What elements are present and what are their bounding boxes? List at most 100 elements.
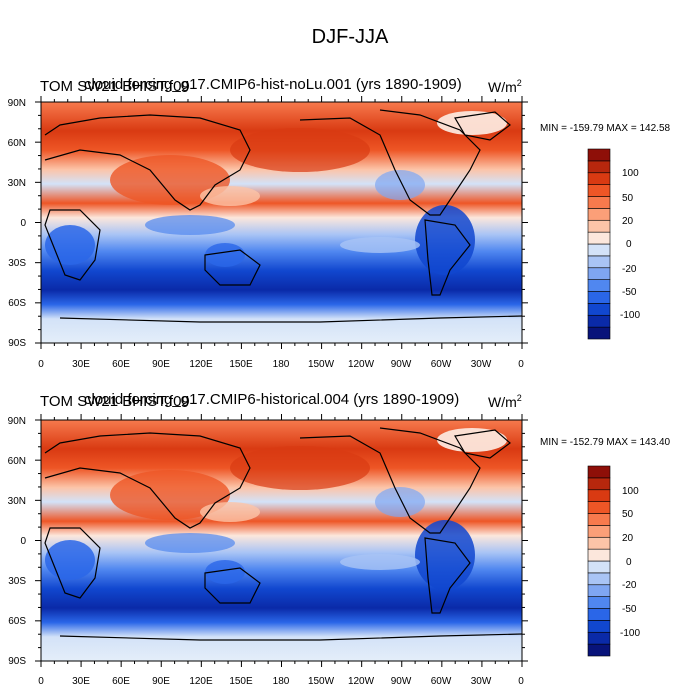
panel-2-colorbar-labels: 100 50 20 0 -20 -50 -100 (620, 486, 640, 639)
panel-1-stats: MIN = -159.79 MAX = 142.58 (540, 123, 671, 134)
colorbar-label: -50 (622, 604, 637, 615)
lon-label: 60E (112, 359, 130, 370)
colorbar-label: 50 (622, 509, 634, 520)
lon-label: 150W (308, 359, 335, 370)
colorbar-label: 0 (626, 239, 632, 250)
lat-label: 60S (8, 616, 26, 627)
lon-label: 60W (431, 676, 452, 687)
colorbar-box (587, 231, 611, 245)
map-panel-2: TOM SW21 BHIST.f09 clouid forcing_g17.CM… (8, 391, 671, 687)
lat-label: 90S (8, 338, 26, 349)
lon-label: 120E (189, 676, 213, 687)
colorbar-box (587, 303, 611, 316)
lat-label: 0 (20, 536, 26, 547)
colorbar-label: -100 (620, 628, 640, 639)
colorbar-box (587, 196, 611, 209)
colorbar-box (587, 596, 611, 609)
panel-2-ticks (35, 414, 528, 667)
colorbar-box (587, 572, 611, 586)
map-panel-1: TOM SW21 BHIST.f09 clouid forcing_g17.CM… (8, 76, 671, 370)
lat-label: 30N (8, 178, 26, 189)
panel-1-colorbar-boxes (587, 148, 611, 340)
lon-label: 60E (112, 676, 130, 687)
colorbar-label: 100 (622, 486, 639, 497)
panel-2-label-a: TOM SW21 BHIST.f09 (40, 393, 190, 410)
colorbar-box (587, 326, 611, 340)
lon-label: 0 (518, 359, 524, 370)
figure-title: DJF-JJA (312, 26, 389, 48)
colorbar-label: 50 (622, 193, 634, 204)
lon-label: 150W (308, 676, 335, 687)
colorbar-box (587, 255, 611, 269)
colorbar-label: 100 (622, 168, 639, 179)
colorbar-box (587, 477, 611, 491)
lon-label: 90W (391, 359, 412, 370)
colorbar-label: -20 (622, 580, 637, 591)
panel-2-lat-labels: 90N 60N 30N 0 30S 60S 90S (8, 416, 27, 667)
panel-2-field (41, 420, 522, 661)
lat-label: 30S (8, 258, 26, 269)
panel-1-ticks (35, 96, 528, 349)
lat-label: 30S (8, 576, 26, 587)
lon-label: 150E (229, 359, 253, 370)
colorbar-box (587, 208, 611, 221)
lon-label: 0 (38, 359, 44, 370)
colorbar-label: -100 (620, 310, 640, 321)
panel-2-coastlines (44, 427, 523, 641)
colorbar-label: 20 (622, 216, 634, 227)
lon-label: 180 (273, 676, 290, 687)
lon-label: 30W (471, 359, 492, 370)
lat-label: 60N (8, 456, 26, 467)
colorbar-box (587, 148, 611, 162)
colorbar-box (587, 291, 611, 304)
lon-label: 30W (471, 676, 492, 687)
lat-label: 90N (8, 416, 26, 427)
colorbar-box (587, 279, 611, 292)
colorbar-box (587, 548, 611, 562)
panel-2-colorbar-boxes (587, 465, 611, 657)
colorbar-box (587, 620, 611, 633)
panel-1-colorbar-labels: 100 50 20 0 -20 -50 -100 (620, 168, 640, 321)
colorbar-box (587, 267, 611, 280)
lon-label: 90E (152, 676, 170, 687)
lon-label: 30E (72, 676, 90, 687)
panel-1-units-base: W/m (488, 79, 517, 95)
lon-label: 90E (152, 359, 170, 370)
panel-1-colorbar: 100 50 20 0 -20 -50 -100 (587, 148, 640, 340)
panel-2-colorbar: 100 50 20 0 -20 -50 -100 (587, 465, 640, 657)
panel-2-label-b: clouid forcing_g17.CMIP6-historical.004 … (84, 391, 459, 408)
colorbar-box (587, 631, 611, 645)
colorbar-label: 20 (622, 533, 634, 544)
lon-label: 30E (72, 359, 90, 370)
colorbar-box (587, 584, 611, 597)
colorbar-box (587, 160, 611, 174)
panel-1-units-sup: 2 (517, 78, 522, 88)
lon-label: 0 (38, 676, 44, 687)
panel-1-label-b: clouid forcing_g17.CMIP6-hist-noLu.001 (… (84, 76, 462, 93)
colorbar-box (587, 172, 611, 185)
colorbar-box (587, 501, 611, 514)
panel-2-units: W/m2 (488, 393, 522, 410)
lat-label: 30N (8, 496, 26, 507)
colorbar-box (587, 465, 611, 479)
colorbar-label: -50 (622, 287, 637, 298)
panel-2-units-sup: 2 (517, 393, 522, 403)
lon-label: 120E (189, 359, 213, 370)
lat-label: 0 (20, 218, 26, 229)
panel-1-coastlines (44, 109, 523, 323)
lon-label: 180 (273, 359, 290, 370)
panel-1-lon-labels: 0 30E 60E 90E 120E 150E 180 150W 120W 90… (38, 359, 524, 370)
panel-1-lat-labels: 90N 60N 30N 0 30S 60S 90S (8, 98, 27, 349)
colorbar-box (587, 560, 611, 574)
colorbar-label: -20 (622, 264, 637, 275)
lon-label: 60W (431, 359, 452, 370)
colorbar-box (587, 489, 611, 502)
lat-label: 90N (8, 98, 26, 109)
panel-1-label-a: TOM SW21 BHIST.f09 (40, 78, 190, 95)
panel-2-units-base: W/m (488, 394, 517, 410)
lat-label: 60N (8, 138, 26, 149)
colorbar-box (587, 243, 611, 257)
colorbar-box (587, 608, 611, 621)
colorbar-label: 0 (626, 557, 632, 568)
lat-label: 60S (8, 298, 26, 309)
